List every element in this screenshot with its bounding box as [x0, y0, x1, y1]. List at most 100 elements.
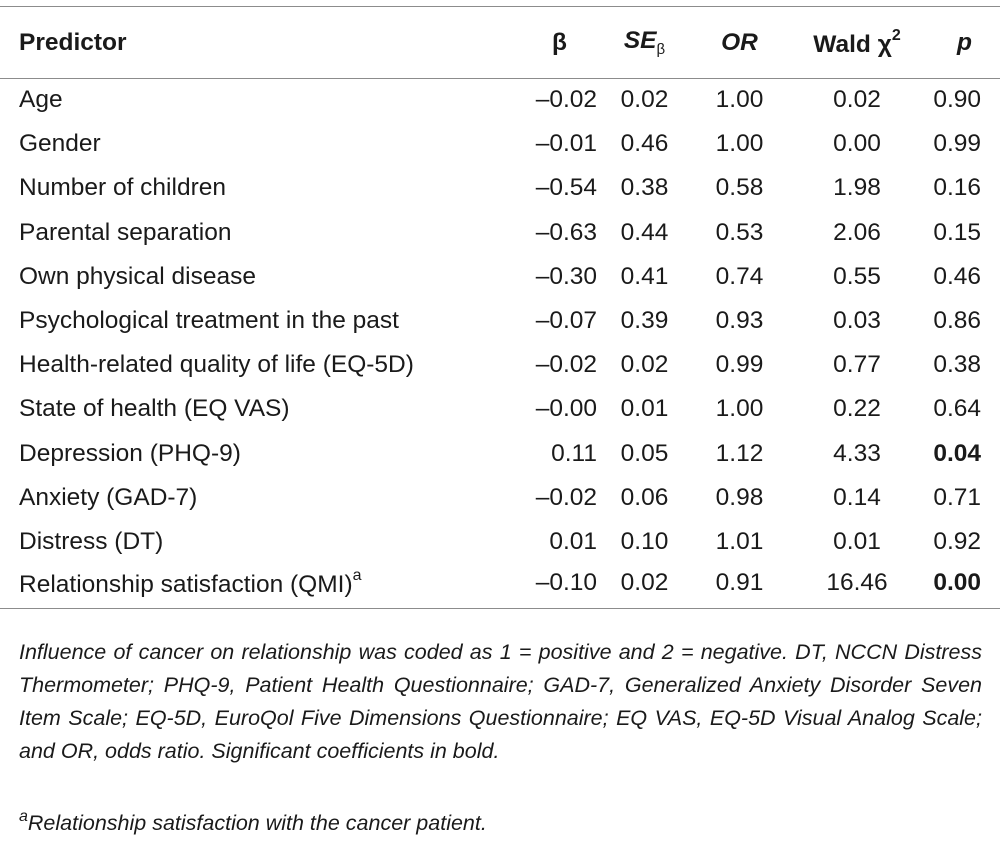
or-cell: 1.12: [715, 439, 764, 467]
beta-cell: –0.30: [535, 262, 597, 290]
se-cell: 0.06: [620, 483, 669, 511]
beta-cell: –0.07: [535, 307, 597, 335]
or-cell: 1.00: [715, 130, 764, 158]
table-row: Relationship satisfaction (QMI)a –0.10 0…: [0, 564, 1000, 609]
predictor-cell: Anxiety (GAD-7): [19, 483, 198, 511]
predictor-cell: Age: [19, 86, 63, 114]
se-cell: 0.44: [620, 218, 669, 246]
wald-cell: 0.55: [833, 262, 881, 290]
beta-cell: –0.10: [459, 564, 597, 609]
wald-cell: 4.33: [833, 439, 881, 467]
p-cell: 0.16: [933, 174, 981, 202]
header-se-main: SE: [623, 27, 657, 55]
or-cell: 0.74: [715, 262, 764, 290]
footnote-marker-sup: a: [352, 566, 362, 584]
se-cell: 0.02: [620, 86, 669, 114]
table-note: Influence of cancer on relationship was …: [19, 640, 982, 763]
p-cell: 0.92: [933, 527, 981, 555]
predictor-cell: Parental separation: [19, 218, 232, 246]
predictor-cell: Number of children: [19, 174, 226, 202]
p-cell: 0.15: [933, 218, 981, 246]
predictor-cell: Health-related quality of life (EQ-5D): [19, 351, 414, 379]
se-cell: 0.46: [620, 130, 669, 158]
beta-cell: 0.11: [551, 439, 597, 467]
p-cell: 0.46: [933, 262, 981, 290]
logistic-regression-table: Predictor β SEβ OR Wald χ2 p Age –0.02 0…: [0, 8, 1000, 609]
se-cell: 0.38: [620, 174, 669, 202]
beta-cell: –0.02: [535, 351, 597, 379]
p-cell: 0.90: [933, 86, 981, 114]
predictor-cell: Depression (PHQ-9): [19, 439, 241, 467]
se-cell: 0.41: [620, 262, 669, 290]
header-wald-label: Wald χ: [813, 30, 892, 58]
beta-cell: –0.01: [535, 130, 597, 158]
se-cell: 0.02: [597, 564, 692, 609]
p-cell-significant: 0.00: [927, 564, 1000, 609]
header-se-sub: β: [656, 41, 666, 59]
or-cell: 1.00: [715, 395, 764, 423]
table-row: Age –0.02 0.02 1.00 0.02 0.90: [0, 78, 1000, 122]
table-row: Number of children –0.54 0.38 0.58 1.98 …: [0, 166, 1000, 210]
predictor-cell: State of health (EQ VAS): [19, 395, 290, 423]
header-predictor: Predictor: [0, 8, 459, 79]
footnote-text: Relationship satisfaction with the cance…: [27, 811, 487, 835]
beta-cell: –0.02: [535, 483, 597, 511]
table-row: Gender –0.01 0.46 1.00 0.00 0.99: [0, 122, 1000, 166]
wald-cell: 0.77: [833, 351, 881, 379]
beta-cell: –0.00: [535, 395, 597, 423]
or-cell: 0.58: [715, 174, 764, 202]
wald-cell: 0.22: [833, 395, 881, 423]
wald-cell: 2.06: [833, 218, 881, 246]
table-row: Distress (DT) 0.01 0.10 1.01 0.01 0.92: [0, 520, 1000, 564]
se-cell: 0.02: [620, 351, 669, 379]
p-cell: 0.71: [933, 483, 981, 511]
p-cell: 0.86: [933, 307, 981, 335]
table-row: Parental separation –0.63 0.44 0.53 2.06…: [0, 211, 1000, 255]
table-row: Own physical disease –0.30 0.41 0.74 0.5…: [0, 255, 1000, 299]
footnote-marker: a: [19, 808, 28, 825]
table-row: Health-related quality of life (EQ-5D) –…: [0, 343, 1000, 387]
header-se: SEβ: [597, 8, 692, 79]
or-cell: 0.98: [715, 483, 764, 511]
wald-cell: 16.46: [787, 564, 927, 609]
table-row: State of health (EQ VAS) –0.00 0.01 1.00…: [0, 387, 1000, 431]
predictor-label: Relationship satisfaction (QMI): [19, 570, 353, 598]
predictor-cell: Gender: [19, 130, 101, 158]
top-rule: [0, 6, 1000, 7]
p-cell: 0.38: [933, 351, 981, 379]
beta-cell: –0.02: [535, 86, 597, 114]
se-cell: 0.39: [620, 307, 669, 335]
table-row: Depression (PHQ-9) 0.11 0.05 1.12 4.33 0…: [0, 432, 1000, 476]
beta-cell: 0.01: [549, 527, 597, 555]
wald-cell: 0.03: [833, 307, 881, 335]
header-wald: Wald χ2: [787, 8, 927, 79]
beta-cell: –0.54: [535, 174, 597, 202]
header-beta: β: [459, 8, 597, 79]
wald-cell: 0.01: [833, 527, 881, 555]
p-cell: 0.64: [933, 395, 981, 423]
se-cell: 0.10: [620, 527, 669, 555]
se-cell: 0.05: [620, 439, 669, 467]
or-cell: 1.01: [715, 527, 764, 555]
wald-cell: 0.00: [833, 130, 881, 158]
p-cell: 0.99: [933, 130, 981, 158]
predictor-cell: Distress (DT): [19, 527, 164, 555]
predictor-cell: Own physical disease: [19, 262, 256, 290]
wald-cell: 1.98: [833, 174, 881, 202]
wald-cell: 0.02: [833, 86, 881, 114]
wald-cell: 0.14: [833, 483, 881, 511]
p-cell-significant: 0.04: [933, 439, 981, 467]
header-row: Predictor β SEβ OR Wald χ2 p: [0, 8, 1000, 79]
table-row: Anxiety (GAD-7) –0.02 0.06 0.98 0.14 0.7…: [0, 476, 1000, 520]
predictor-cell: Psychological treatment in the past: [19, 307, 399, 335]
se-cell: 0.01: [620, 395, 669, 423]
table-footnote: aRelationship satisfaction with the canc…: [19, 800, 982, 840]
or-cell: 1.00: [715, 86, 764, 114]
predictor-cell: Relationship satisfaction (QMI)a: [0, 564, 459, 609]
table-row: Psychological treatment in the past –0.0…: [0, 299, 1000, 343]
header-or: OR: [692, 8, 787, 79]
or-cell: 0.91: [692, 564, 787, 609]
beta-cell: –0.63: [535, 218, 597, 246]
header-wald-sup: 2: [891, 26, 901, 44]
